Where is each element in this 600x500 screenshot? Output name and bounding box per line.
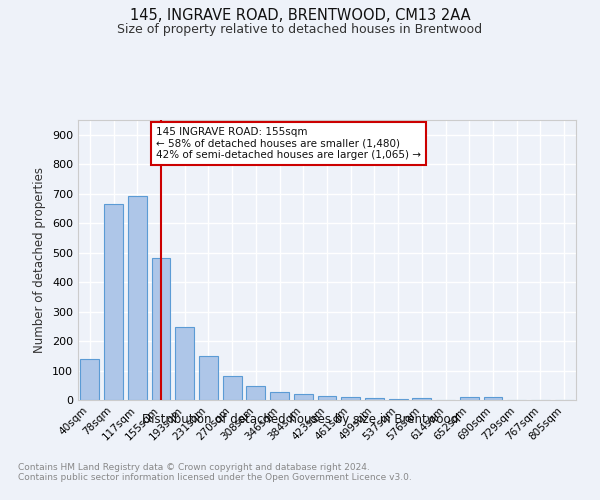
Bar bbox=[317, 396, 337, 400]
Bar bbox=[128, 196, 147, 400]
Bar bbox=[341, 397, 360, 400]
Bar bbox=[175, 327, 194, 400]
Bar bbox=[247, 386, 265, 400]
Bar bbox=[199, 356, 218, 400]
Text: 145, INGRAVE ROAD, BRENTWOOD, CM13 2AA: 145, INGRAVE ROAD, BRENTWOOD, CM13 2AA bbox=[130, 8, 470, 22]
Text: Size of property relative to detached houses in Brentwood: Size of property relative to detached ho… bbox=[118, 22, 482, 36]
Bar bbox=[389, 398, 407, 400]
Text: Contains HM Land Registry data © Crown copyright and database right 2024.
Contai: Contains HM Land Registry data © Crown c… bbox=[18, 462, 412, 482]
Bar bbox=[80, 360, 100, 400]
Bar bbox=[152, 258, 170, 400]
Text: 145 INGRAVE ROAD: 155sqm
← 58% of detached houses are smaller (1,480)
42% of sem: 145 INGRAVE ROAD: 155sqm ← 58% of detach… bbox=[156, 127, 421, 160]
Bar bbox=[294, 394, 313, 400]
Bar bbox=[104, 204, 123, 400]
Text: Distribution of detached houses by size in Brentwood: Distribution of detached houses by size … bbox=[142, 412, 458, 426]
Y-axis label: Number of detached properties: Number of detached properties bbox=[34, 167, 46, 353]
Bar bbox=[365, 398, 384, 400]
Bar bbox=[484, 398, 502, 400]
Bar bbox=[412, 398, 431, 400]
Bar bbox=[460, 397, 479, 400]
Bar bbox=[270, 392, 289, 400]
Bar bbox=[223, 376, 242, 400]
